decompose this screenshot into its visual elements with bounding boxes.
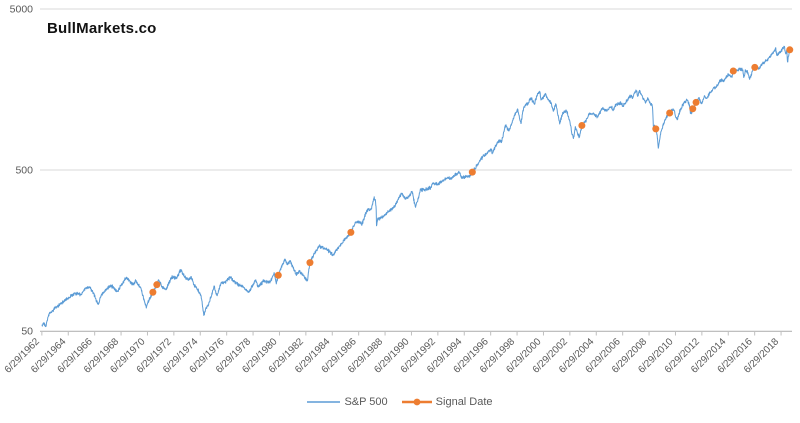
y-axis-label: 5000 bbox=[10, 4, 34, 16]
y-axis-label: 500 bbox=[15, 165, 33, 177]
signal-marker bbox=[786, 46, 794, 54]
signal-date-line-sample-icon bbox=[401, 398, 432, 406]
signal-marker bbox=[306, 259, 314, 267]
legend-label-sp500: S&P 500 bbox=[344, 396, 388, 408]
legend: S&P 500 Signal Date bbox=[0, 396, 800, 408]
signal-marker bbox=[666, 109, 674, 117]
signal-marker bbox=[149, 288, 157, 296]
signal-marker bbox=[751, 63, 759, 71]
signal-marker bbox=[729, 67, 737, 75]
legend-item-signal-date: Signal Date bbox=[401, 396, 493, 408]
sp500-line-sample-icon bbox=[307, 401, 341, 403]
y-axis-label: 50 bbox=[21, 326, 33, 338]
signal-marker bbox=[652, 125, 660, 133]
signal-marker bbox=[692, 98, 700, 106]
signal-marker bbox=[468, 168, 476, 176]
signal-marker bbox=[347, 228, 355, 236]
signal-marker bbox=[274, 271, 282, 279]
sp500-line bbox=[41, 45, 791, 328]
signal-marker bbox=[578, 121, 586, 129]
signal-marker bbox=[689, 105, 697, 113]
chart-title: BullMarkets.co bbox=[47, 20, 157, 37]
legend-label-signal-date: Signal Date bbox=[435, 396, 493, 408]
signal-marker bbox=[153, 281, 161, 289]
legend-item-sp500: S&P 500 bbox=[307, 396, 388, 408]
